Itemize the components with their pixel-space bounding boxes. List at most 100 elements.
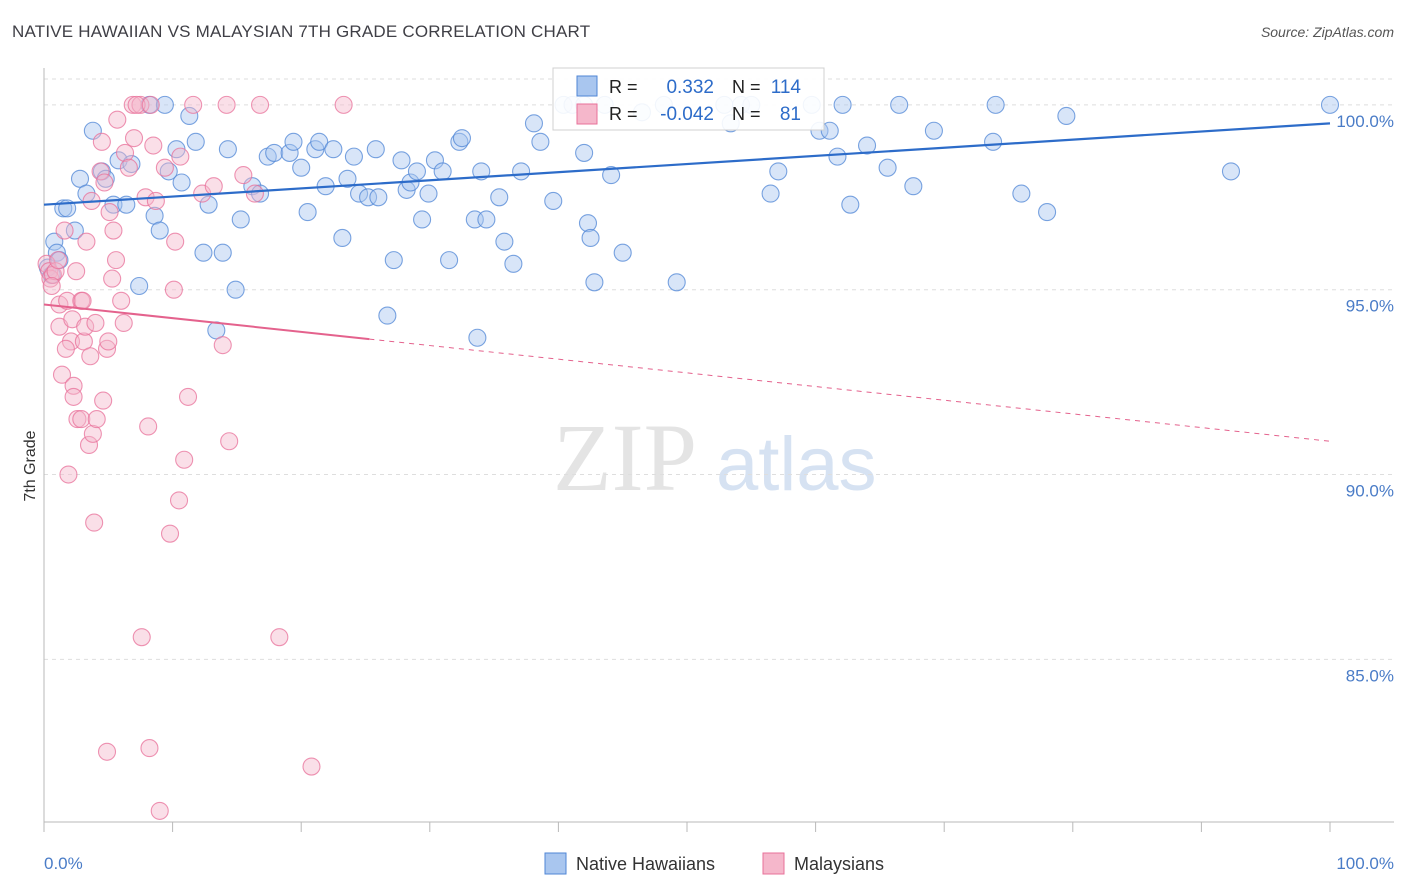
native-hawaiian-point bbox=[213, 243, 232, 262]
native-hawaiian-point bbox=[392, 151, 411, 170]
native-hawaiian-point bbox=[841, 195, 860, 214]
native-hawaiian-point bbox=[531, 132, 550, 151]
malaysian-point bbox=[155, 158, 174, 177]
native-hawaiian-point bbox=[150, 221, 169, 240]
malaysian-point bbox=[56, 339, 75, 358]
native-hawaiian-point bbox=[433, 162, 452, 181]
native-hawaiian-point bbox=[667, 273, 686, 292]
native-hawaiian-point bbox=[544, 191, 563, 211]
malaysian-point bbox=[124, 129, 144, 148]
y-tick-label: 85.0% bbox=[1346, 666, 1394, 685]
y-axis-label: 7th Grade bbox=[22, 430, 39, 501]
native-hawaiian-point bbox=[419, 184, 438, 203]
stats-legend: R = 0.332 N = 114 R = -0.042 N = 81 bbox=[552, 67, 825, 131]
x-tick-label-max: 100.0% bbox=[1336, 854, 1394, 873]
malaysian-point bbox=[59, 465, 78, 484]
native-hawaiian-point bbox=[250, 184, 270, 203]
malaysian-point bbox=[112, 291, 131, 310]
malaysian-point bbox=[42, 276, 61, 296]
native-hawaiian-point bbox=[378, 306, 397, 325]
native-hawaiian-point bbox=[986, 95, 1005, 114]
native-hawaiian-point bbox=[490, 188, 509, 207]
malaysian-point bbox=[146, 191, 165, 211]
native-hawaiian-point bbox=[578, 214, 598, 233]
malaysian-point bbox=[217, 95, 236, 114]
malaysian-point bbox=[302, 757, 321, 776]
malaysian-point bbox=[245, 184, 264, 203]
malaysian-point bbox=[73, 291, 92, 310]
native-hawaiian-point bbox=[452, 129, 472, 148]
watermark-atlas: atlas bbox=[716, 422, 877, 507]
malaysian-point bbox=[140, 739, 159, 758]
native-hawaiian-point bbox=[218, 140, 237, 159]
chart-title: NATIVE HAWAIIAN VS MALAYSIAN 7TH GRADE C… bbox=[12, 22, 591, 41]
native-hawaiian-point bbox=[384, 251, 403, 270]
malaysian-point bbox=[160, 524, 180, 543]
malaysian-point bbox=[86, 313, 105, 333]
malaysian-point bbox=[166, 232, 185, 251]
stats-n-label-blue: N = bbox=[732, 77, 761, 97]
malaysian-point bbox=[92, 132, 111, 151]
stats-r-value-blue: 0.332 bbox=[666, 77, 714, 98]
native-hawaiian-point bbox=[468, 328, 487, 347]
native-hawaiian-point bbox=[194, 243, 213, 262]
malaysian-point bbox=[97, 742, 117, 761]
malaysian-point bbox=[119, 158, 138, 177]
malaysian-point bbox=[204, 177, 223, 196]
malaysian-point bbox=[94, 391, 113, 410]
native-hawaiian-point bbox=[407, 162, 426, 181]
native-hawaiian-point bbox=[769, 162, 788, 181]
native-hawaiian-point bbox=[581, 228, 600, 248]
native-hawaiian-point bbox=[369, 188, 388, 207]
malaysian-point bbox=[77, 232, 96, 251]
malaysian-point bbox=[37, 254, 56, 273]
malaysian-point bbox=[97, 339, 117, 358]
native-hawaiian-point bbox=[857, 136, 877, 155]
native-hawaiian-point bbox=[338, 169, 357, 188]
gridlines bbox=[44, 78, 1394, 660]
native-hawaiian-point bbox=[199, 195, 218, 214]
native-hawaiian-point bbox=[47, 243, 66, 262]
native-hawaiian-point bbox=[890, 95, 909, 114]
stats-r-value-pink: -0.042 bbox=[660, 104, 714, 125]
native-hawaiian-point bbox=[231, 210, 250, 229]
native-hawaiian-point bbox=[585, 273, 604, 292]
native-hawaiian-point bbox=[440, 251, 459, 270]
malaysian-point bbox=[67, 262, 86, 281]
malaysian-point bbox=[58, 291, 77, 310]
native-hawaiian-point bbox=[1038, 203, 1057, 222]
malaysian-point bbox=[49, 251, 68, 270]
stats-legend-swatch-blue bbox=[576, 75, 598, 97]
y-tick-labels: 100.0% 95.0% 90.0% 85.0% bbox=[1336, 112, 1394, 685]
malaysian-point bbox=[95, 173, 114, 192]
malaysian-point bbox=[250, 95, 270, 114]
native-hawaiian-point bbox=[904, 177, 923, 196]
legend-label-malaysians: Malaysians bbox=[794, 854, 884, 874]
native-hawaiian-point bbox=[602, 166, 621, 185]
native-hawaiian-point bbox=[310, 132, 329, 151]
stats-legend-frame bbox=[552, 67, 825, 131]
malaysian-point bbox=[83, 424, 102, 443]
malaysian-point bbox=[127, 95, 146, 114]
y-tick-label: 100.0% bbox=[1336, 112, 1394, 131]
y-tick-label: 95.0% bbox=[1346, 297, 1394, 316]
native-hawaiian-point bbox=[613, 243, 632, 262]
malaysian-point bbox=[115, 143, 135, 162]
malaysian-point bbox=[91, 162, 110, 181]
stats-n-value-blue: 114 bbox=[771, 77, 802, 98]
malaysian-point bbox=[64, 387, 83, 406]
native-hawaiian-point bbox=[878, 158, 897, 177]
malaysian-point bbox=[220, 432, 239, 451]
native-hawaiian-point bbox=[186, 132, 205, 151]
malaysian-point bbox=[131, 95, 150, 114]
native-hawaiian-point bbox=[280, 143, 299, 162]
native-hawaiian-point bbox=[761, 184, 780, 203]
native-hawaiian-point bbox=[180, 106, 199, 126]
malaysian-point bbox=[76, 317, 95, 336]
native-hawaiian-point bbox=[155, 95, 174, 114]
legend-label-native-hawaiians: Native Hawaiians bbox=[576, 854, 715, 874]
trend-line-native-hawaiians bbox=[43, 122, 1331, 206]
native-hawaiian-point bbox=[172, 173, 191, 192]
malaysian-point bbox=[100, 203, 119, 222]
